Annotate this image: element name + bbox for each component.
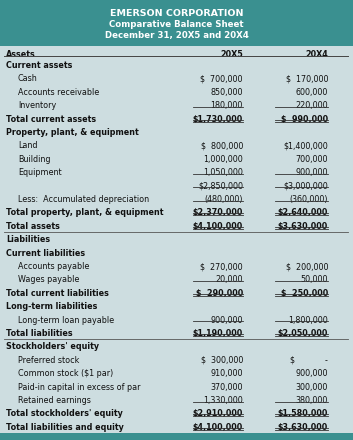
Text: $4,100,000: $4,100,000 [193,222,243,231]
Text: Wages payable: Wages payable [18,275,79,284]
Text: Total property, plant, & equipment: Total property, plant, & equipment [6,209,163,217]
Text: Total current liabilities: Total current liabilities [6,289,109,298]
Text: $  250,000: $ 250,000 [281,289,328,298]
Text: $2,370,000: $2,370,000 [193,209,243,217]
Text: Assets: Assets [6,50,36,59]
Text: $3,630,000: $3,630,000 [278,222,328,231]
Text: $  700,000: $ 700,000 [201,74,243,84]
Text: $  290,000: $ 290,000 [196,289,243,298]
Text: Total current assets: Total current assets [6,114,96,124]
Text: 850,000: 850,000 [210,88,243,97]
Text: $1,730,000: $1,730,000 [193,114,243,124]
Text: Long-term liabilities: Long-term liabilities [6,302,97,311]
Text: $4,100,000: $4,100,000 [193,423,243,432]
Text: Paid-in capital in excess of par: Paid-in capital in excess of par [18,383,140,392]
Text: Liabilities: Liabilities [6,235,50,244]
Text: Comparative Balance Sheet: Comparative Balance Sheet [109,20,244,29]
Text: $  170,000: $ 170,000 [286,74,328,84]
Text: Preferred stock: Preferred stock [18,356,79,365]
FancyBboxPatch shape [0,433,353,440]
Text: 900,000: 900,000 [210,315,243,325]
Text: Inventory: Inventory [18,101,56,110]
Text: Accounts payable: Accounts payable [18,262,89,271]
FancyBboxPatch shape [0,0,353,46]
Text: $3,000,000: $3,000,000 [283,182,328,191]
Text: 1,800,000: 1,800,000 [288,315,328,325]
Text: $1,580,000: $1,580,000 [277,409,328,418]
Text: Less:  Accumulated depreciation: Less: Accumulated depreciation [18,195,149,204]
Text: 1,330,000: 1,330,000 [203,396,243,405]
Text: Equipment: Equipment [18,168,62,177]
Text: Land: Land [18,141,37,150]
Text: $2,050,000: $2,050,000 [277,329,328,338]
Text: 20X4: 20X4 [305,50,328,59]
Text: 180,000: 180,000 [211,101,243,110]
Text: Long-term loan payable: Long-term loan payable [18,315,114,325]
Text: 910,000: 910,000 [210,369,243,378]
Text: $  200,000: $ 200,000 [286,262,328,271]
Text: 50,000: 50,000 [300,275,328,284]
Text: $1,190,000: $1,190,000 [193,329,243,338]
Text: $2,850,000: $2,850,000 [198,182,243,191]
Text: Current assets: Current assets [6,61,72,70]
Text: 1,000,000: 1,000,000 [203,155,243,164]
Text: 900,000: 900,000 [295,168,328,177]
Text: $            -: $ - [290,356,328,365]
Text: 600,000: 600,000 [295,88,328,97]
Text: $  990,000: $ 990,000 [281,114,328,124]
Text: $  300,000: $ 300,000 [201,356,243,365]
Text: Building: Building [18,155,50,164]
Text: Retained earnings: Retained earnings [18,396,91,405]
Text: $  800,000: $ 800,000 [201,141,243,150]
Text: Total stockholders' equity: Total stockholders' equity [6,409,123,418]
Text: Stockholders' equity: Stockholders' equity [6,342,99,352]
Text: $3,630,000: $3,630,000 [278,423,328,432]
Text: 300,000: 300,000 [295,383,328,392]
Text: 900,000: 900,000 [295,369,328,378]
Text: Accounts receivable: Accounts receivable [18,88,99,97]
Text: 370,000: 370,000 [210,383,243,392]
Text: EMERSON CORPORATION: EMERSON CORPORATION [110,9,243,18]
Text: Total liabilities and equity: Total liabilities and equity [6,423,124,432]
Text: 380,000: 380,000 [295,396,328,405]
Text: Cash: Cash [18,74,38,84]
Text: (480,000): (480,000) [204,195,243,204]
Text: $2,910,000: $2,910,000 [193,409,243,418]
Text: 1,050,000: 1,050,000 [203,168,243,177]
Text: Total liabilities: Total liabilities [6,329,73,338]
Text: Total assets: Total assets [6,222,60,231]
Text: 220,000: 220,000 [295,101,328,110]
Text: Common stock ($1 par): Common stock ($1 par) [18,369,113,378]
Text: Current liabilities: Current liabilities [6,249,85,257]
Text: $1,400,000: $1,400,000 [283,141,328,150]
Text: $  270,000: $ 270,000 [201,262,243,271]
Text: $2,640,000: $2,640,000 [277,209,328,217]
Text: 20X5: 20X5 [220,50,243,59]
Text: Property, plant, & equipment: Property, plant, & equipment [6,128,139,137]
Text: 20,000: 20,000 [215,275,243,284]
Text: 700,000: 700,000 [295,155,328,164]
Text: December 31, 20X5 and 20X4: December 31, 20X5 and 20X4 [104,31,249,40]
Text: (360,000): (360,000) [289,195,328,204]
